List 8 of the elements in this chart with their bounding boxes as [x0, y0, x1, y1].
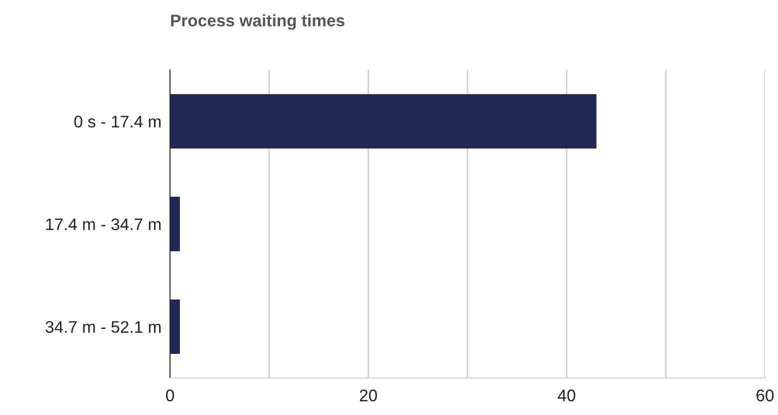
y-tick-label: 0 s - 17.4 m	[74, 116, 161, 128]
x-tick-label: 20	[360, 390, 377, 402]
y-tick-label: 34.7 m - 52.1 m	[46, 321, 161, 333]
y-tick-label: 17.4 m - 34.7 m	[46, 218, 161, 230]
x-tick-label: 40	[558, 390, 576, 402]
chart-title: Process waiting times	[171, 14, 344, 30]
x-tick-label: 0	[166, 390, 174, 402]
x-tick-label: 60	[756, 390, 774, 402]
